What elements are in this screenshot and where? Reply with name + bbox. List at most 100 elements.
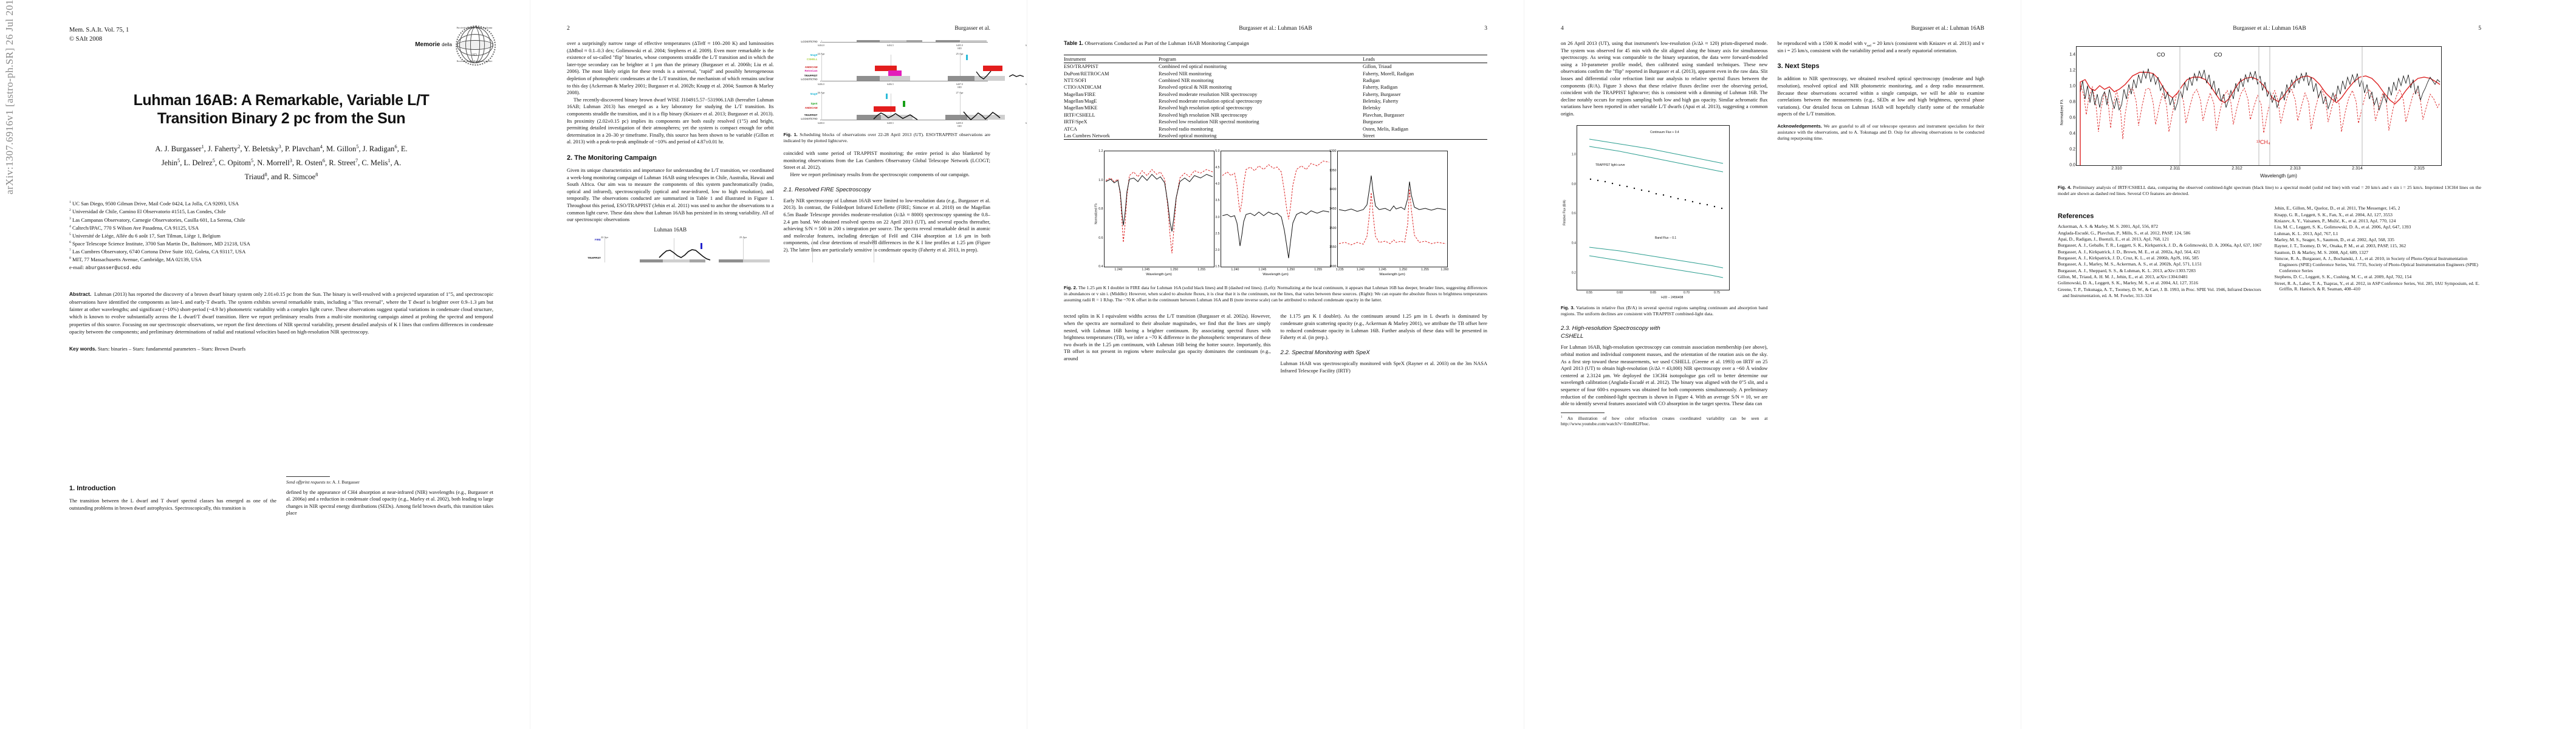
cell-leads: Plavchan, Burgasser (1363, 112, 1405, 118)
table-row: IRTF/CSHELL Resolved high resolution NIR … (1064, 112, 1487, 118)
figure-2: Normalized Fλ 0.4 0.6 0.8 1.0 1.2 1.240 … (1064, 149, 1487, 277)
cell-program: Resolved moderate resolution NIR spectro… (1159, 91, 1258, 97)
affiliation-item: 7 Las Cumbres Observatory, 6740 Cortona … (69, 248, 246, 255)
timeline-marker-spex (902, 101, 905, 107)
y-tick: 1.0 (1571, 152, 1576, 157)
reference-item: Simcoe, R. A., Burgasser, A. J., Bochans… (2274, 256, 2478, 273)
page-3: Burgasser et al.: Luhman 16AB 3 Table 1.… (1027, 0, 1524, 729)
x-tick: 1.235 (1335, 268, 1344, 272)
memorie-text: Memorie (415, 41, 440, 48)
figure-3-axes: 0.2 0.4 0.6 0.8 1.0 0.55 0.60 0.65 0.70 (1572, 125, 1730, 295)
x-tick: 0.65 (1649, 290, 1657, 295)
panel-axes: 0.4 0.6 0.8 1.0 1.2 1.240 1.245 1.250 1.… (1098, 149, 1214, 272)
paragraph: over a surprisingly narrow range of effe… (567, 41, 774, 96)
page4-col1: on 26 April 2013 (UT), using that instru… (1561, 40, 1768, 427)
section-heading-next-steps: 3. Next Steps (1777, 63, 1820, 70)
affiliation-item: 4 Caltech/IPAC, 770 S Wilson Ave Pasaden… (69, 224, 199, 231)
y-tick: 3.5 (1215, 199, 1220, 203)
cell-instrument: ATCA (1064, 126, 1077, 132)
y-tick: 1.2 (2069, 68, 2075, 73)
logo-bottom-text: Società degli Spettroscopisti (456, 60, 493, 63)
y-tick: 4.0 (1215, 182, 1220, 187)
section-heading-introduction: 1. Introduction (69, 485, 116, 492)
running-head-title: Burgasser et al.: Luhman 16AB (1911, 26, 1984, 32)
y-tick: 1300 (1329, 149, 1337, 154)
x-tick: 1.250 (1399, 268, 1407, 272)
affiliation-item: 5 Université de Liège, Allée du 6 août 1… (69, 232, 221, 239)
acknowledgements: Acknowledgements. We are grateful to all… (1778, 123, 1985, 142)
figure-3-data (1589, 139, 1724, 278)
table-row: Las Cumbres Network Resolved optical moni… (1064, 132, 1487, 140)
timeline-date: 26 Apr (817, 91, 825, 94)
cell-leads: Faherty, Morell, Radigan (1363, 70, 1414, 77)
cell-leads: Beletsky, Faherty (1363, 98, 1399, 104)
table-row: DuPont/RETROCAM Resolved NIR monitoring Fa… (1064, 70, 1487, 77)
panel-xlabel: Wavelength (μm) (1262, 273, 1289, 277)
y-tick: 1.4 (2069, 52, 2075, 57)
journal-copyright: © SAIt 2008 (69, 36, 103, 43)
timeline-instrument-label: RetroCam (804, 69, 818, 72)
paragraph: The recently-discovered binary brown dwa… (567, 97, 774, 145)
timeline-xlabel: HJD (957, 47, 962, 50)
sait-armillary-icon: Società Astronomica Italiana 1871 Societ… (456, 26, 496, 66)
reference-item: Liu, M. C., Leggett, S. K., Golimowski, … (2274, 224, 2411, 230)
table-1-wrapper: Table 1. Observations Conducted as Part … (1064, 40, 1487, 140)
x-tick: 1.245 (1378, 268, 1386, 272)
cell-instrument: Magellan/MIKE (1064, 105, 1098, 111)
figure-3-annotation: Band Flux − 0.1 (1655, 236, 1677, 240)
reference-item: Marley, M. S., Seager, S., Saumon, D., e… (2274, 236, 2394, 242)
timeline-marker-andicam (874, 66, 897, 71)
cell-program: Combined NIR monitoring (1159, 77, 1214, 83)
table-1-label: Table 1. (1064, 40, 1084, 46)
cell-instrument: ESO/TRAPPIST (1064, 64, 1098, 70)
footnote-rule (286, 476, 330, 477)
panel-data-left (1105, 169, 1213, 254)
x-tick: 1.240 (1114, 268, 1123, 272)
page-strip: Mem. S.A.It. Vol. 75, 1 © SAIt 2008 Memo… (33, 0, 2518, 729)
table-row: NTT/SOFI Combined NIR monitoring Radigan (1064, 77, 1487, 84)
page1-body: 1. Introduction The transition between t… (69, 476, 493, 710)
figure-1-label: Fig. 1. (783, 132, 798, 137)
timeline-marker-retrocam (888, 70, 902, 76)
figure-4-label: Fig. 4. (2058, 185, 2072, 190)
timeline-date: 23 Apr (739, 236, 747, 239)
email-address[interactable]: aburgasser@ucsd.edu (85, 265, 141, 271)
running-head-title: Burgasser et al.: Luhman 16AB (2233, 26, 2306, 32)
reference-item: Kniazev, A. Y., Vaisanen, P., Mužić, K.,… (2274, 217, 2396, 224)
timeline-instrument-label: TRAPPIST (587, 256, 601, 260)
timeline-instrument-label: ANDICAM (804, 106, 818, 109)
reference-item: Burgasser, A. J., Sheppard, S. S., & Luh… (2058, 267, 2196, 273)
timeline-marker-andicam (982, 66, 1002, 71)
figure-1-caption-text: Scheduling blocks of observations over 2… (783, 132, 991, 144)
figure-1-caption: Fig. 1. Scheduling blocks of observation… (784, 132, 991, 144)
timeline-marker-mage (885, 94, 888, 99)
paragraph: defined by the appearance of CH4 absorpt… (286, 489, 494, 516)
offprint-note: Send offprint requests to: A. J. Burgass… (286, 479, 493, 485)
acknowledgements-text: We are grateful to all of our telescope … (1777, 123, 1985, 142)
table-header-row: Instrument Program Leads (1064, 55, 1487, 63)
reference-item: Jehin, E., Gillon, M., Queloz, D., et al… (2274, 205, 2400, 211)
keywords: Key words. Stars: binaries – Stars: fund… (69, 345, 493, 353)
y-tick: 0.6 (1098, 236, 1103, 240)
x-tick: 1.250 (1287, 268, 1295, 272)
y-tick: 1.2 (1098, 149, 1103, 154)
figure-3-annotation: TRAPPIST light curve (1595, 163, 1625, 167)
publisher-logo: Memorie della Società Astronomica Italia… (415, 26, 496, 66)
timeline-instrument-label: SpeX (810, 102, 818, 105)
x-tick: 1.250 (1170, 268, 1179, 272)
timeline-instrument-label: LCOGT/CTIO (801, 78, 818, 81)
paragraph: tected splits in K I equivalent widths a… (1064, 313, 1271, 361)
page3-columns: tected splits in K I equivalent widths a… (1064, 313, 1487, 374)
cell-leads: Beletsky (1363, 105, 1381, 111)
x-tick: 0.55 (1586, 290, 1593, 295)
page-number: 4 (1561, 26, 1564, 32)
email-line: e-mail: aburgasser@ucsd.edu (69, 264, 141, 271)
panel-axes: 1.5 2.0 2.5 3.0 3.5 4.0 4.5 5.0 1.240 1.… (1215, 149, 1331, 272)
journal-info: Mem. S.A.It. Vol. 75, 1 © SAIt 2008 (69, 26, 129, 44)
x-tick: 2.315 (2414, 166, 2425, 171)
arxiv-stamp: arXiv:1307.6916v1 [astro-ph.SR] 26 Jul 2… (4, 0, 15, 194)
references-list: Ackerman, A. S. & Marley, M. S. 2001, Ap… (2058, 205, 2481, 298)
page-number: 2 (567, 26, 570, 32)
timeline-tick: 6409.0 (956, 122, 963, 125)
timeline-instrument-label: ANDICAM (804, 66, 818, 69)
